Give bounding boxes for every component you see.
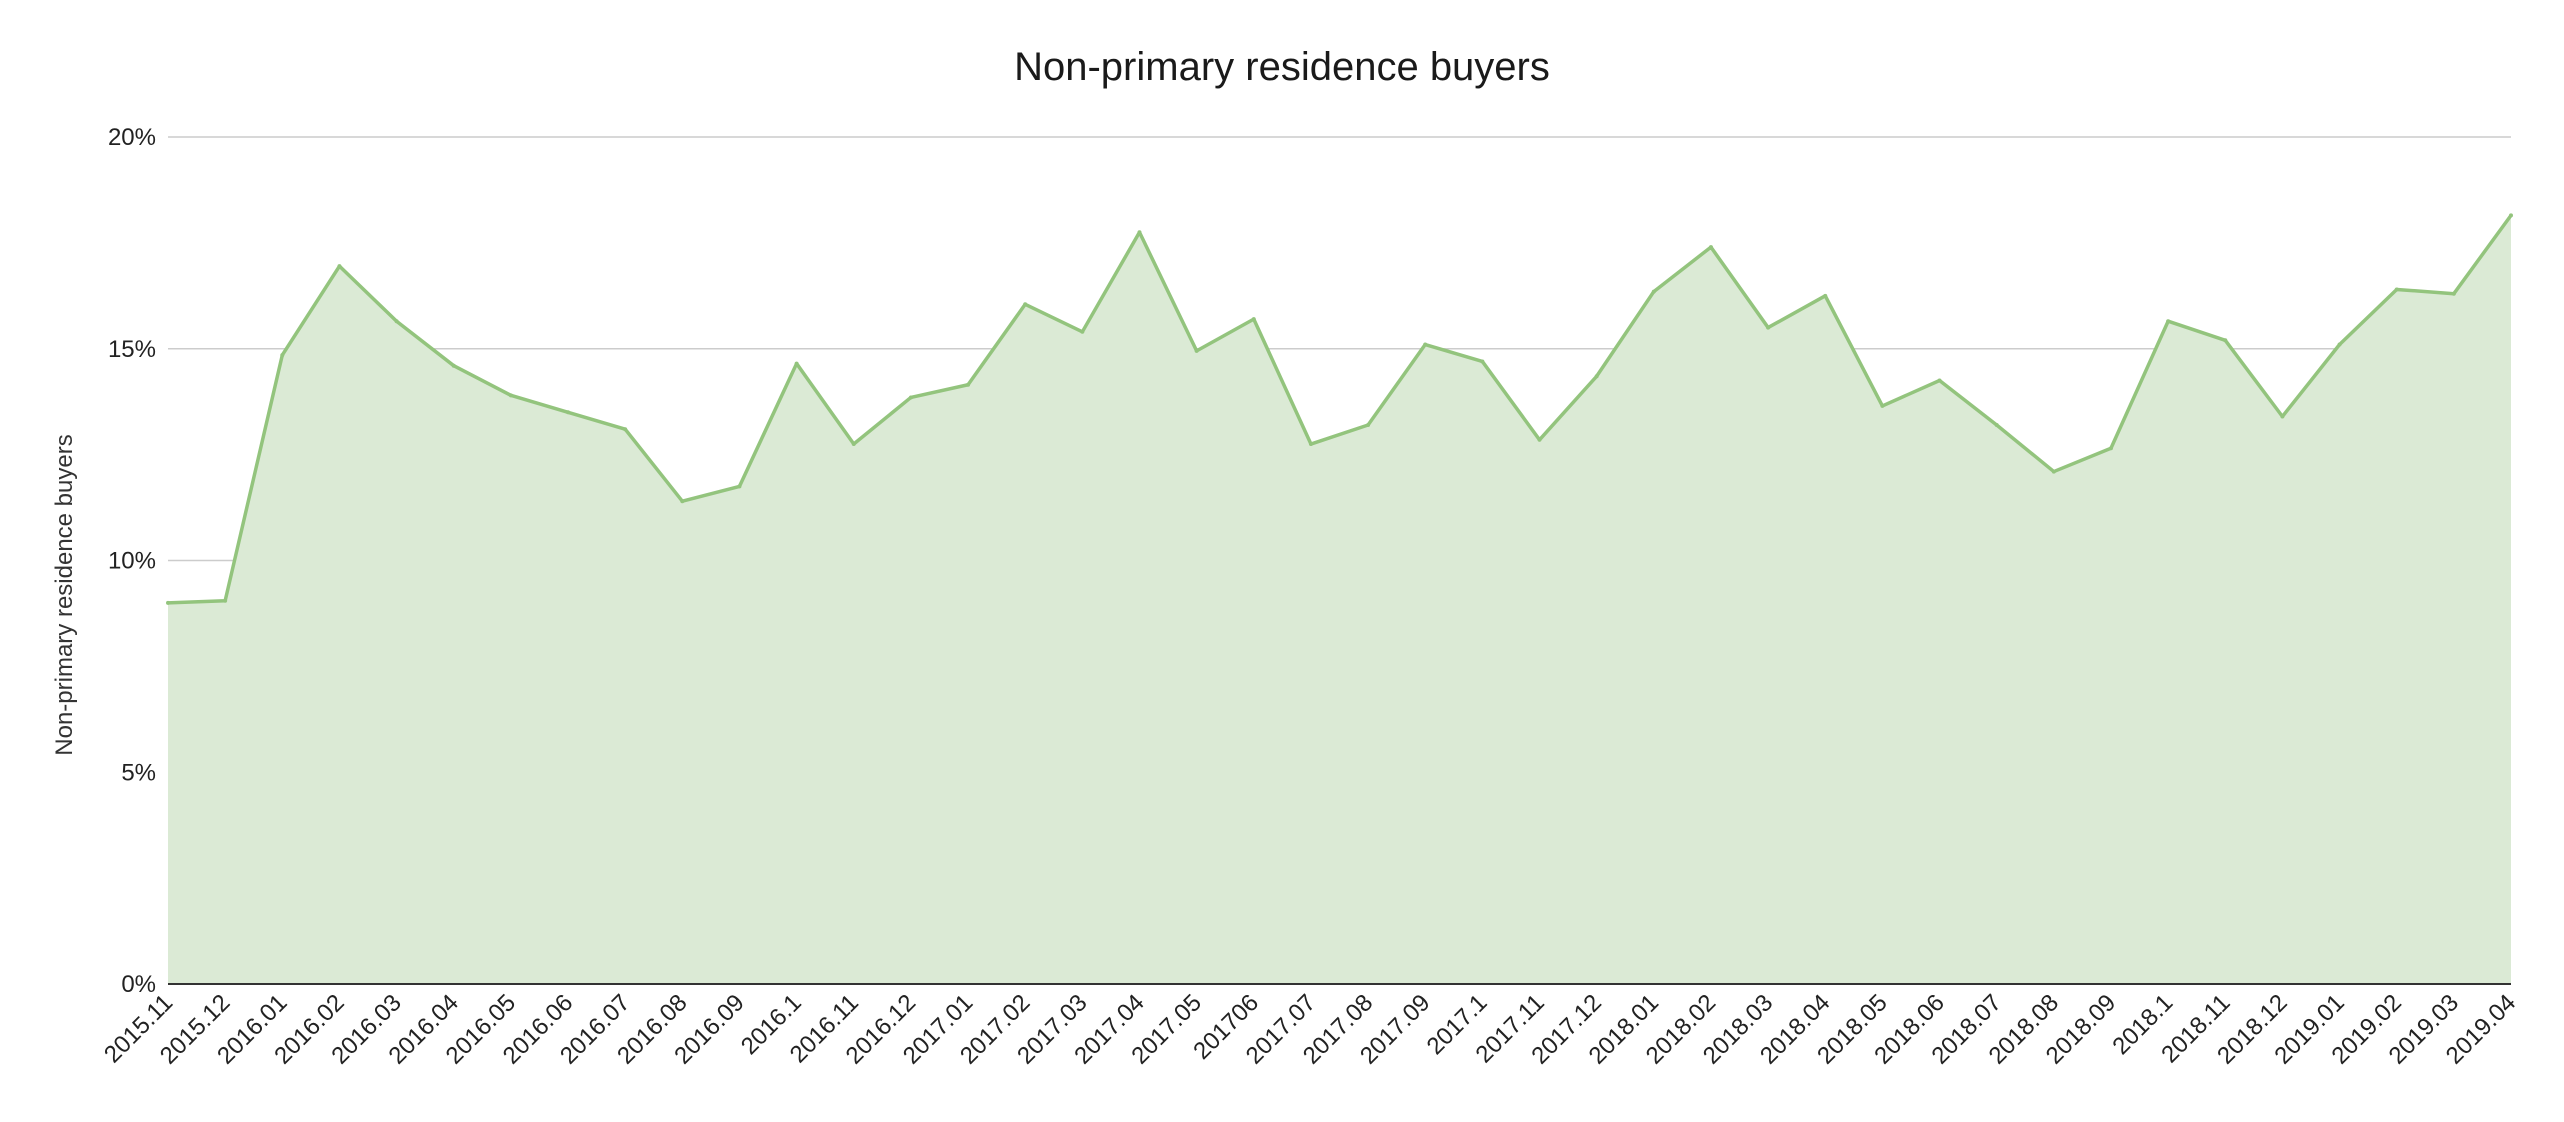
data-point — [1594, 374, 1599, 379]
data-point — [1308, 442, 1313, 447]
y-tick-label: 10% — [108, 548, 156, 575]
series-line — [167, 214, 2513, 605]
data-point — [2108, 446, 2113, 451]
data-point — [337, 264, 342, 269]
data-point — [908, 395, 913, 400]
data-point — [1537, 437, 1542, 442]
data-point — [2509, 213, 2513, 218]
y-axis-ticks: 0% 5% 10% 15% 20% — [108, 124, 156, 998]
data-point — [2394, 287, 2399, 292]
data-point — [2280, 414, 2285, 419]
data-point — [1080, 329, 1085, 334]
data-point — [1937, 378, 1942, 383]
data-point — [166, 600, 170, 605]
data-point — [1251, 317, 1256, 322]
data-point — [2337, 342, 2342, 347]
data-point — [1823, 293, 1828, 298]
data-point — [508, 393, 513, 398]
data-point — [2223, 338, 2228, 343]
chart-title: Non-primary residence buyers — [1014, 45, 1550, 89]
data-point — [280, 353, 285, 358]
data-point — [1880, 403, 1885, 408]
y-tick-label: 0% — [121, 971, 156, 998]
data-point — [566, 410, 571, 415]
area-fill — [168, 215, 2511, 984]
data-point — [451, 363, 456, 368]
data-point — [966, 382, 971, 387]
data-point — [1480, 359, 1485, 364]
data-point — [1366, 422, 1371, 427]
data-point — [1137, 230, 1142, 235]
plot-area — [166, 213, 2513, 985]
y-axis-label: Non-primary residence buyers — [51, 434, 78, 755]
data-point — [1994, 422, 1999, 427]
data-point — [2451, 291, 2456, 296]
data-point — [223, 598, 228, 603]
data-point — [1766, 325, 1771, 330]
data-point — [394, 319, 399, 324]
data-point — [2051, 469, 2056, 474]
data-point — [1423, 342, 1428, 347]
x-axis-ticks: 2015.112015.122016.012016.022016.032016.… — [99, 989, 2521, 1069]
data-point — [794, 361, 799, 366]
data-point — [1651, 289, 1656, 294]
data-point — [1194, 348, 1199, 353]
y-tick-label: 20% — [108, 124, 156, 151]
y-tick-label: 5% — [121, 759, 156, 786]
data-point — [851, 442, 856, 447]
data-point — [623, 427, 628, 432]
data-point — [1023, 302, 1028, 307]
y-tick-label: 15% — [108, 336, 156, 363]
data-point — [680, 499, 685, 504]
data-point — [737, 484, 742, 489]
data-point — [1708, 245, 1713, 250]
data-point — [2166, 319, 2171, 324]
